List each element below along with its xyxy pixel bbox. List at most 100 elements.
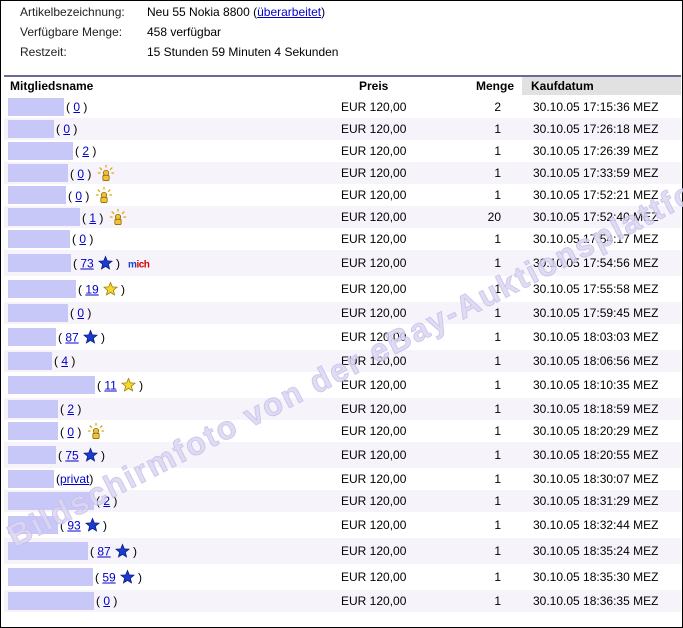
member-name-redacted[interactable] bbox=[8, 120, 54, 138]
price-cell: EUR 120,00 bbox=[341, 544, 407, 558]
feedback-score: ( 75 ) bbox=[58, 447, 106, 463]
feedback-link[interactable]: 0 bbox=[73, 100, 81, 114]
table-row: ( 19 ) EUR 120,00 1 30.10.05 17:55:58 MEZ bbox=[4, 276, 681, 302]
col-qty-header: Menge bbox=[476, 79, 515, 93]
feedback-score: (privat) bbox=[56, 472, 94, 486]
blue-star-icon[interactable] bbox=[94, 255, 113, 271]
member-name-redacted[interactable] bbox=[8, 376, 95, 394]
member-name-redacted[interactable] bbox=[8, 470, 54, 488]
feedback-link[interactable]: 2 bbox=[82, 144, 90, 158]
me-page-icon[interactable]: mich bbox=[128, 259, 150, 271]
member-name-redacted[interactable] bbox=[8, 492, 94, 510]
new-member-icon[interactable] bbox=[81, 422, 105, 440]
blue-star-icon[interactable] bbox=[116, 569, 135, 585]
feedback-score: ( 4 ) bbox=[54, 354, 76, 368]
member-name-redacted[interactable] bbox=[8, 328, 56, 346]
feedback-link[interactable]: privat bbox=[60, 472, 90, 486]
feedback-link[interactable]: 11 bbox=[104, 378, 117, 393]
quantity-label: Verfügbare Menge: bbox=[20, 25, 123, 39]
blue-star-icon[interactable] bbox=[111, 543, 130, 559]
member-name-redacted[interactable] bbox=[8, 98, 64, 116]
new-member-icon[interactable] bbox=[89, 186, 113, 204]
quantity-cell: 1 bbox=[494, 378, 501, 392]
item-info: Artikelbezeichnung: Neu 55 Nokia 8800 (ü… bbox=[20, 4, 660, 64]
member-name-redacted[interactable] bbox=[8, 304, 68, 322]
feedback-score: ( 87 ) bbox=[58, 329, 106, 345]
feedback-score: ( 0 ) bbox=[70, 306, 92, 320]
new-member-icon[interactable] bbox=[103, 208, 127, 226]
member-name-redacted[interactable] bbox=[8, 400, 58, 418]
header-divider bbox=[4, 75, 681, 77]
feedback-score: ( 0 ) bbox=[66, 100, 88, 114]
quantity-cell: 20 bbox=[487, 210, 501, 224]
table-row: ( 0 ) EUR 120,00 1 30.10.05 17:54:17 MEZ bbox=[4, 228, 681, 250]
purchase-date-cell: 30.10.05 18:20:29 MEZ bbox=[533, 424, 659, 438]
feedback-score: ( 0 ) bbox=[96, 594, 118, 608]
member-name-redacted[interactable] bbox=[8, 142, 73, 160]
table-row: ( 0 ) EUR 120,00 1 30.10.05 17:59:45 MEZ bbox=[4, 302, 681, 324]
purchase-date-cell: 30.10.05 18:31:29 MEZ bbox=[533, 494, 659, 508]
feedback-link[interactable]: 0 bbox=[75, 189, 83, 203]
member-name-redacted[interactable] bbox=[8, 542, 88, 560]
info-row-quantity: Verfügbare Menge: 458 verfügbar bbox=[20, 24, 660, 44]
price-cell: EUR 120,00 bbox=[341, 100, 407, 114]
quantity-cell: 1 bbox=[494, 122, 501, 136]
member-name-redacted[interactable] bbox=[8, 352, 52, 370]
feedback-link[interactable]: 0 bbox=[67, 425, 75, 439]
article-label: Artikelbezeichnung: bbox=[20, 5, 125, 19]
blue-star-icon[interactable] bbox=[81, 517, 100, 533]
new-member-icon[interactable] bbox=[91, 164, 115, 182]
feedback-link[interactable]: 87 bbox=[65, 330, 79, 345]
quantity-cell: 1 bbox=[494, 424, 501, 438]
feedback-link[interactable]: 0 bbox=[77, 167, 85, 181]
feedback-link[interactable]: 0 bbox=[103, 594, 111, 608]
feedback-link[interactable]: 4 bbox=[61, 354, 69, 368]
member-name-redacted[interactable] bbox=[8, 422, 58, 440]
quantity-cell: 1 bbox=[494, 330, 501, 344]
quantity-cell: 1 bbox=[494, 594, 501, 608]
quantity-cell: 1 bbox=[494, 282, 501, 296]
table-row: ( 93 ) EUR 120,00 1 30.10.05 18:32:44 MEZ bbox=[4, 512, 681, 538]
purchase-date-cell: 30.10.05 17:52:21 MEZ bbox=[533, 188, 659, 202]
blue-star-icon[interactable] bbox=[79, 447, 98, 463]
table-row: ( 0 ) EUR 120,00 1 30.10.05 18:36:35 MEZ bbox=[4, 590, 681, 612]
purchase-date-cell: 30.10.05 17:54:56 MEZ bbox=[533, 256, 659, 270]
feedback-link[interactable]: 0 bbox=[63, 122, 71, 136]
quantity-cell: 2 bbox=[494, 100, 501, 114]
feedback-link[interactable]: 2 bbox=[67, 402, 75, 416]
price-cell: EUR 120,00 bbox=[341, 494, 407, 508]
yellow-star-icon[interactable] bbox=[117, 377, 136, 393]
feedback-link[interactable]: 75 bbox=[65, 448, 79, 463]
feedback-link[interactable]: 59 bbox=[102, 570, 116, 585]
price-cell: EUR 120,00 bbox=[341, 232, 407, 246]
member-name-redacted[interactable] bbox=[8, 254, 71, 272]
price-cell: EUR 120,00 bbox=[341, 402, 407, 416]
feedback-link[interactable]: 87 bbox=[97, 544, 111, 559]
col-date-header[interactable]: Kaufdatum bbox=[522, 77, 681, 95]
member-name-redacted[interactable] bbox=[8, 164, 68, 182]
feedback-link[interactable]: 1 bbox=[89, 211, 97, 225]
member-name-redacted[interactable] bbox=[8, 186, 66, 204]
quantity-cell: 1 bbox=[494, 472, 501, 486]
blue-star-icon[interactable] bbox=[79, 329, 98, 345]
feedback-link[interactable]: 0 bbox=[77, 306, 85, 320]
feedback-score: ( 0 ) bbox=[60, 422, 105, 440]
member-name-redacted[interactable] bbox=[8, 568, 93, 586]
member-name-redacted[interactable] bbox=[8, 280, 76, 298]
feedback-link[interactable]: 19 bbox=[85, 282, 99, 297]
purchase-date-cell: 30.10.05 17:54:17 MEZ bbox=[533, 232, 659, 246]
price-cell: EUR 120,00 bbox=[341, 378, 407, 392]
yellow-star-icon[interactable] bbox=[99, 281, 118, 297]
feedback-link[interactable]: 0 bbox=[79, 232, 87, 246]
member-name-redacted[interactable] bbox=[8, 516, 58, 534]
member-name-redacted[interactable] bbox=[8, 208, 80, 226]
purchase-date-cell: 30.10.05 18:32:44 MEZ bbox=[533, 518, 659, 532]
member-name-redacted[interactable] bbox=[8, 446, 56, 464]
revised-link[interactable]: überarbeitet bbox=[257, 5, 322, 19]
feedback-link[interactable]: 93 bbox=[67, 518, 81, 533]
feedback-link[interactable]: 2 bbox=[103, 494, 111, 508]
member-name-redacted[interactable] bbox=[8, 230, 70, 248]
table-row: ( 87 ) EUR 120,00 1 30.10.05 18:35:24 MEZ bbox=[4, 538, 681, 564]
feedback-link[interactable]: 73 bbox=[80, 256, 94, 271]
member-name-redacted[interactable] bbox=[8, 592, 94, 610]
